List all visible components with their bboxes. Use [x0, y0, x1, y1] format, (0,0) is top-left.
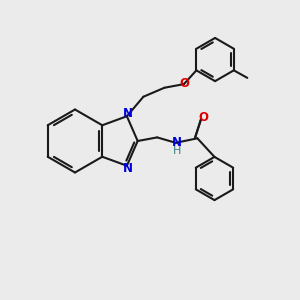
Text: O: O	[198, 111, 208, 124]
Text: N: N	[172, 136, 182, 149]
Text: O: O	[179, 77, 189, 90]
Text: N: N	[122, 162, 133, 175]
Text: N: N	[122, 107, 133, 120]
Text: H: H	[173, 146, 181, 156]
